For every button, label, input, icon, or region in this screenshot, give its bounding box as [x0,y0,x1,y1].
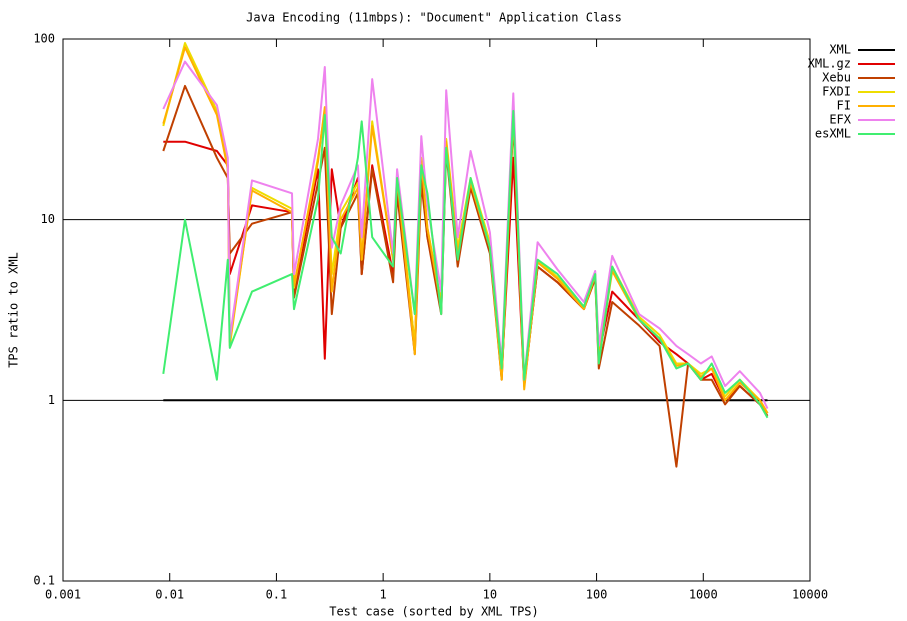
x-tick-label: 0.01 [155,588,184,602]
legend-label: Xebu [822,71,851,85]
series-line [162,60,769,410]
legend-label: FXDI [822,85,851,99]
y-axis-label: TPS ratio to XML [7,252,21,368]
x-tick-label: 0.001 [45,588,81,602]
y-tick-label: 100 [33,32,55,46]
y-tick-label: 10 [41,212,55,226]
y-tick-label: 1 [48,393,55,407]
x-tick-label: 100 [586,588,608,602]
legend-label: EFX [829,113,851,127]
x-tick-label: 1000 [689,588,718,602]
x-tick-label: 10 [483,588,497,602]
series-line [162,109,769,419]
legend-label: XML.gz [808,57,851,71]
x-tick-label: 1 [380,588,387,602]
legend-label: FI [837,99,851,113]
legend-label: esXML [815,127,851,141]
x-axis-label: Test case (sorted by XML TPS) [329,605,539,619]
chart-title: Java Encoding (11mbps): "Document" Appli… [246,11,622,25]
x-tick-label: 0.1 [266,588,288,602]
legend-label: XML [829,43,851,57]
x-tick-label: 10000 [792,588,828,602]
y-tick-label: 0.1 [33,574,55,588]
